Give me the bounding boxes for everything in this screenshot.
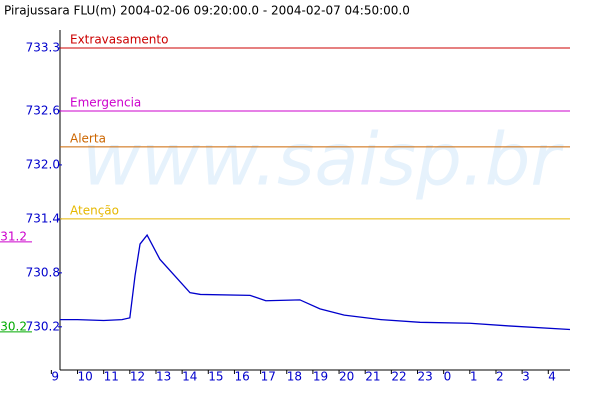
series-line bbox=[60, 233, 571, 331]
x-tick-label: 20 bbox=[339, 370, 354, 384]
x-tick-label: 16 bbox=[234, 370, 249, 384]
x-tick-label: 12 bbox=[130, 370, 145, 384]
threshold-label: Atenção bbox=[70, 203, 119, 217]
min-label: 730.2 bbox=[0, 319, 27, 333]
chart-title: Pirajussara FLU(m) 2004-02-06 09:20:00.0… bbox=[4, 4, 410, 18]
x-tick-label: 4 bbox=[548, 370, 556, 384]
x-tick-label: 18 bbox=[287, 370, 302, 384]
x-tick-label: 21 bbox=[365, 370, 380, 384]
x-tick-label: 3 bbox=[522, 370, 530, 384]
x-tick-label: 9 bbox=[51, 370, 59, 384]
x-tick-label: 11 bbox=[104, 370, 119, 384]
x-tick-label: 17 bbox=[261, 370, 276, 384]
x-tick-label: 22 bbox=[391, 370, 406, 384]
x-tick-label: 23 bbox=[418, 370, 433, 384]
x-tick-label: 1 bbox=[470, 370, 478, 384]
watermark: www.saisp.br bbox=[82, 118, 564, 202]
x-tick-label: 13 bbox=[156, 370, 171, 384]
y-tick-label: 730.8 bbox=[26, 265, 60, 279]
x-tick-label: 10 bbox=[78, 370, 93, 384]
y-tick-label: 731.4 bbox=[26, 211, 60, 225]
x-tick-label: 2 bbox=[496, 370, 504, 384]
threshold-label: Alerta bbox=[70, 131, 106, 145]
y-tick-label: 730.2 bbox=[26, 319, 60, 333]
max-label: 731.2 bbox=[0, 229, 27, 243]
x-tick-label: 0 bbox=[444, 370, 452, 384]
threshold-label: Extravasamento bbox=[70, 32, 168, 46]
y-tick-label: 732.6 bbox=[26, 103, 60, 117]
x-tick-label: 15 bbox=[208, 370, 223, 384]
threshold-label: Emergencia bbox=[70, 95, 141, 109]
x-tick-label: 14 bbox=[182, 370, 197, 384]
y-tick-label: 732.0 bbox=[26, 157, 60, 171]
x-tick-label: 19 bbox=[313, 370, 328, 384]
y-tick-label: 733.3 bbox=[26, 40, 60, 54]
